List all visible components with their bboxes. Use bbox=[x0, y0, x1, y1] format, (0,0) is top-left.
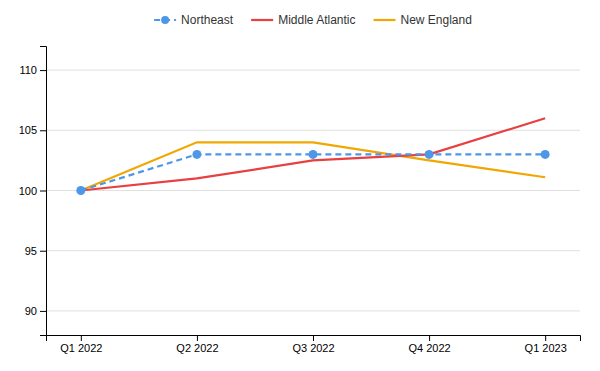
tick-mark bbox=[197, 335, 198, 341]
line bbox=[81, 118, 545, 190]
legend-swatch bbox=[374, 19, 396, 21]
tick-label: 90 bbox=[25, 305, 37, 317]
tick-label: 110 bbox=[19, 64, 37, 76]
line bbox=[81, 154, 545, 190]
marker bbox=[541, 150, 550, 159]
tick-label: Q3 2022 bbox=[292, 342, 334, 354]
tick: Q2 2022 bbox=[176, 335, 218, 354]
grid-line bbox=[46, 250, 580, 251]
tick-mark bbox=[40, 311, 46, 312]
legend-swatch bbox=[251, 19, 273, 21]
tick: 110 bbox=[19, 64, 46, 76]
legend-label: New England bbox=[401, 13, 472, 27]
legend-label: Northeast bbox=[181, 13, 234, 27]
marker bbox=[192, 150, 201, 159]
tick-label: 95 bbox=[25, 245, 37, 257]
tick: 95 bbox=[25, 245, 46, 257]
marker bbox=[309, 150, 318, 159]
axis-line bbox=[47, 336, 581, 342]
tick: Q3 2022 bbox=[292, 335, 334, 354]
tick-label: Q4 2022 bbox=[408, 342, 450, 354]
y-axis: 90 95 100 105 110 bbox=[19, 47, 47, 336]
legend-item: Northeast bbox=[154, 13, 234, 27]
legend-item: New England bbox=[374, 13, 472, 27]
tick-label: 100 bbox=[19, 185, 37, 197]
legend-item: Middle Atlantic bbox=[251, 13, 355, 27]
plot-area: Q1 2022 Q2 2022 Q3 2022 Q4 2022 Q1 2023 90 95 1… bbox=[19, 47, 581, 354]
tick: Q1 2022 bbox=[60, 335, 102, 354]
tick: 90 bbox=[25, 305, 46, 317]
marker bbox=[76, 186, 85, 195]
grid-line bbox=[46, 130, 580, 131]
marker bbox=[425, 150, 434, 159]
tick-label: Q1 2022 bbox=[60, 342, 102, 354]
tick-mark bbox=[545, 335, 546, 341]
tick-mark bbox=[429, 335, 430, 341]
tick: 100 bbox=[19, 185, 46, 197]
grid-line bbox=[46, 190, 580, 191]
tick-label: Q2 2022 bbox=[176, 342, 218, 354]
chart: Q1 2022 Q2 2022 Q3 2022 Q4 2022 Q1 2023 90 95 1… bbox=[0, 0, 600, 371]
tick-mark bbox=[40, 191, 46, 192]
tick-label: Q1 2023 bbox=[525, 342, 567, 354]
series bbox=[76, 150, 549, 195]
tick-mark bbox=[40, 130, 46, 131]
legend: Northeast Middle Atlantic New England bbox=[154, 13, 472, 27]
legend-marker bbox=[161, 16, 169, 24]
axis-line bbox=[40, 47, 47, 336]
tick: Q1 2023 bbox=[525, 335, 567, 354]
grid bbox=[46, 70, 580, 311]
tick-label: 105 bbox=[19, 124, 37, 136]
series bbox=[81, 118, 545, 190]
tick: Q4 2022 bbox=[408, 335, 450, 354]
grid-line bbox=[46, 310, 580, 311]
x-axis: Q1 2022 Q2 2022 Q3 2022 Q4 2022 Q1 2023 bbox=[47, 335, 581, 354]
tick-mark bbox=[40, 70, 46, 71]
series-group bbox=[76, 118, 549, 195]
tick-mark bbox=[40, 251, 46, 252]
tick-mark bbox=[81, 335, 82, 341]
grid-line bbox=[46, 70, 580, 71]
legend-label: Middle Atlantic bbox=[278, 13, 355, 27]
tick: 105 bbox=[19, 124, 46, 136]
tick-mark bbox=[313, 335, 314, 341]
